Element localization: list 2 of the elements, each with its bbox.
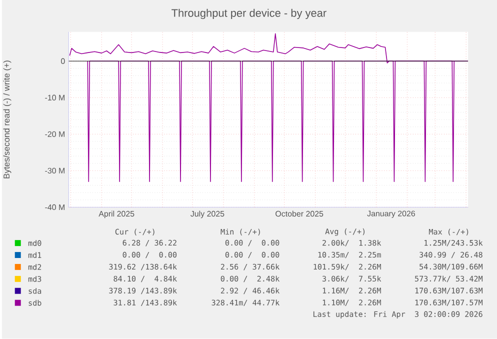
chart-title: Throughput per device - by year (172, 8, 326, 20)
y-axis-title: Bytes/second read (-) / write (+) (3, 60, 12, 178)
